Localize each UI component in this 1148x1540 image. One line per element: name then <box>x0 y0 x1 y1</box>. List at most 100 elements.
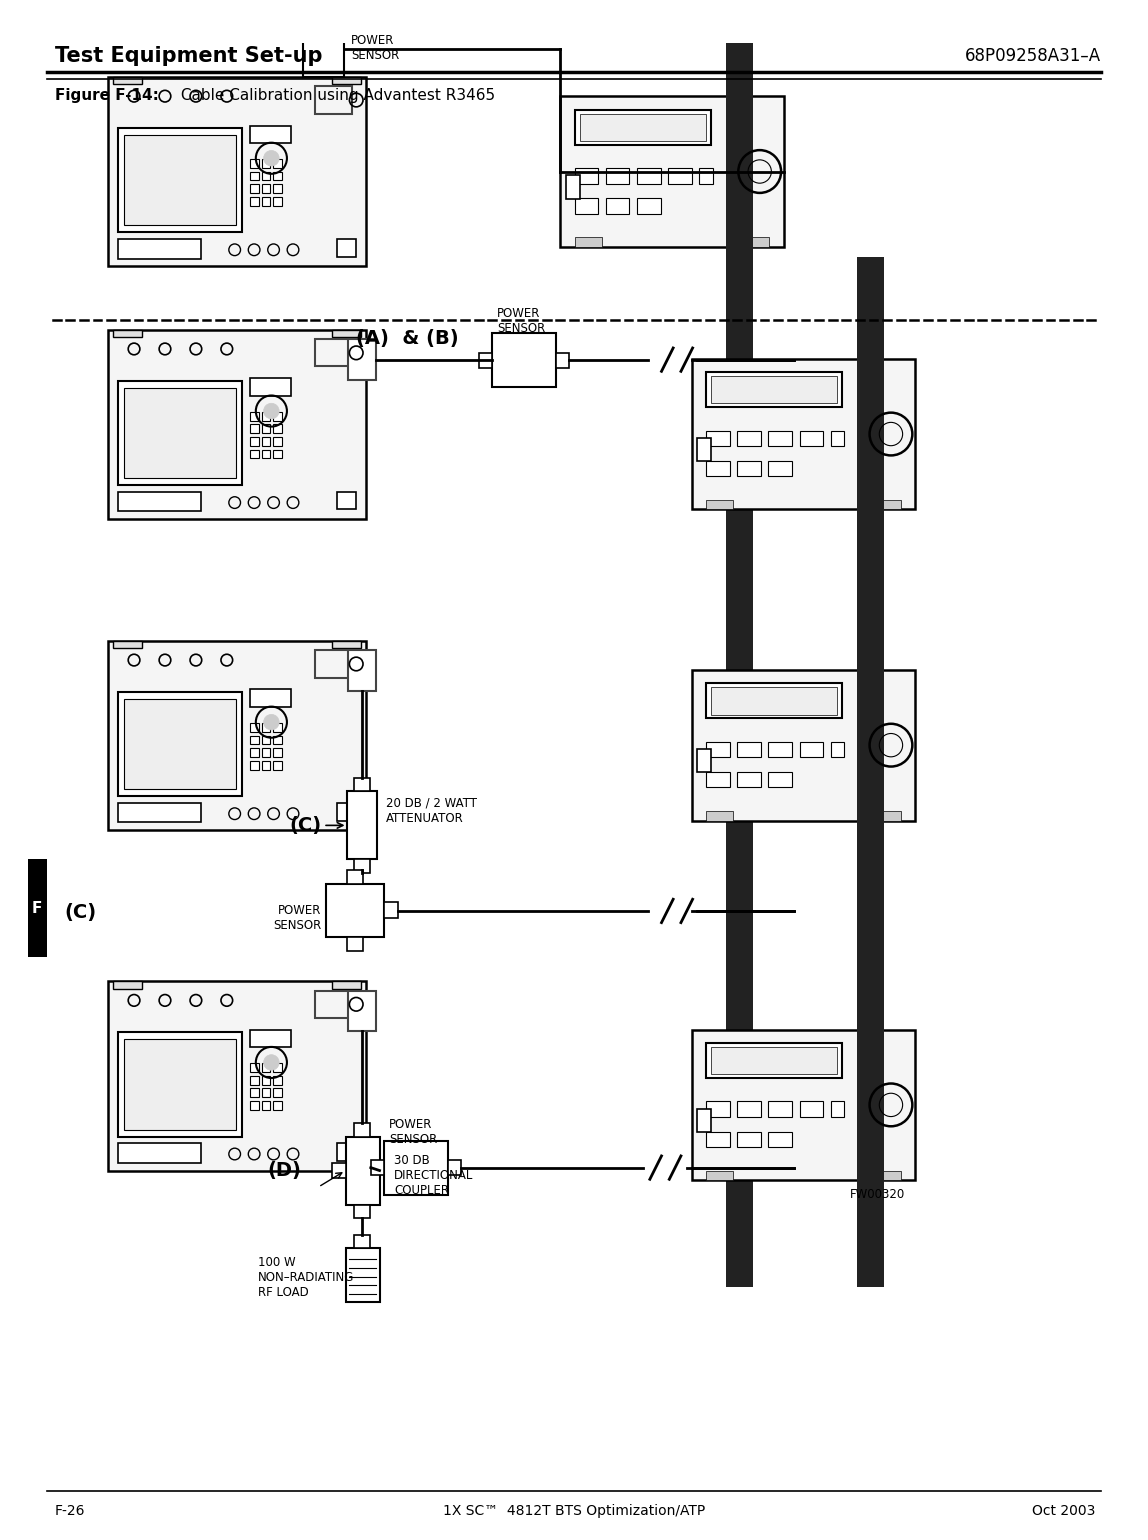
Text: F: F <box>32 901 42 915</box>
Bar <box>698 1109 711 1132</box>
Bar <box>28 859 47 956</box>
Bar <box>743 237 769 246</box>
Bar <box>262 748 271 758</box>
Bar <box>706 1132 730 1147</box>
Bar <box>273 185 282 192</box>
Bar <box>606 199 629 214</box>
Bar <box>637 168 660 183</box>
Bar <box>706 1170 734 1180</box>
Bar <box>250 185 258 192</box>
Bar <box>273 736 282 744</box>
Bar <box>856 407 884 1287</box>
Bar <box>250 1030 290 1047</box>
Bar <box>250 159 258 168</box>
Bar <box>706 431 730 447</box>
Bar <box>332 1163 346 1178</box>
Bar <box>575 199 598 214</box>
Bar <box>575 237 603 246</box>
Bar <box>706 810 734 821</box>
Text: FW00320: FW00320 <box>851 1189 906 1201</box>
Bar <box>118 239 201 259</box>
Bar <box>706 373 843 407</box>
Bar <box>698 748 711 772</box>
Bar <box>768 742 792 758</box>
Bar <box>768 1132 792 1147</box>
Bar <box>273 722 282 732</box>
Bar <box>250 761 258 770</box>
Bar <box>250 1063 258 1072</box>
Bar <box>118 1032 242 1137</box>
Bar <box>250 690 290 707</box>
Text: (A)  & (B): (A) & (B) <box>356 328 459 348</box>
Bar <box>114 330 142 337</box>
Text: 68P09258A31–A: 68P09258A31–A <box>964 48 1101 65</box>
Bar <box>114 981 142 989</box>
Text: (C): (C) <box>64 904 96 922</box>
Bar <box>336 239 356 257</box>
Text: RF OUT: RF OUT <box>386 0 432 3</box>
Text: 30 DB
DIRECTIONAL
COUPLER: 30 DB DIRECTIONAL COUPLER <box>394 1153 473 1197</box>
Bar <box>346 1137 380 1204</box>
Bar <box>273 171 282 180</box>
Bar <box>250 1101 258 1110</box>
Bar <box>874 499 901 510</box>
Bar <box>118 380 242 485</box>
Bar <box>273 425 282 433</box>
Bar <box>273 1076 282 1084</box>
Bar <box>737 1132 761 1147</box>
Bar <box>799 1101 823 1116</box>
Bar <box>262 437 271 445</box>
Bar <box>479 353 492 368</box>
Bar <box>385 1141 448 1195</box>
Bar <box>273 1101 282 1110</box>
Circle shape <box>264 403 279 419</box>
Text: POWER
SENSOR: POWER SENSOR <box>273 904 321 932</box>
Bar <box>250 126 290 143</box>
Bar <box>262 1101 271 1110</box>
Bar <box>737 460 761 476</box>
Text: (C): (C) <box>289 816 321 835</box>
Bar <box>336 802 356 821</box>
Bar <box>856 1078 884 1287</box>
Text: Figure F-14:: Figure F-14: <box>55 88 158 103</box>
Bar <box>262 1089 271 1096</box>
Bar <box>262 197 271 206</box>
Bar <box>856 257 884 407</box>
Bar <box>349 650 375 691</box>
Bar <box>114 641 142 648</box>
Bar <box>799 431 823 447</box>
Bar <box>737 1101 761 1116</box>
Text: (D): (D) <box>267 1161 302 1180</box>
Bar <box>737 431 761 447</box>
Bar <box>273 159 282 168</box>
Bar <box>637 199 660 214</box>
Bar <box>332 981 362 989</box>
Bar <box>303 23 343 77</box>
Text: POWER
SENSOR: POWER SENSOR <box>389 1118 437 1146</box>
Bar <box>118 1143 201 1163</box>
Bar <box>118 691 242 796</box>
Text: POWER
SENSOR: POWER SENSOR <box>351 34 400 62</box>
Bar <box>114 77 142 85</box>
Bar <box>118 128 242 233</box>
Bar <box>706 460 730 476</box>
Bar <box>606 168 629 183</box>
Bar <box>273 450 282 459</box>
Bar <box>262 736 271 744</box>
Bar <box>108 641 366 830</box>
Text: Test Equipment Set-up: Test Equipment Set-up <box>55 46 323 66</box>
Bar <box>336 491 356 510</box>
Bar <box>273 748 282 758</box>
Text: Oct 2003: Oct 2003 <box>1032 1505 1095 1518</box>
Bar <box>706 684 843 719</box>
Bar <box>711 687 838 715</box>
Bar <box>355 1204 370 1218</box>
Bar <box>250 411 258 420</box>
Bar <box>262 450 271 459</box>
Bar <box>124 388 235 479</box>
Bar <box>580 114 706 140</box>
Bar <box>262 1063 271 1072</box>
Bar <box>273 197 282 206</box>
Bar <box>348 792 377 859</box>
Text: F-26: F-26 <box>55 1505 85 1518</box>
